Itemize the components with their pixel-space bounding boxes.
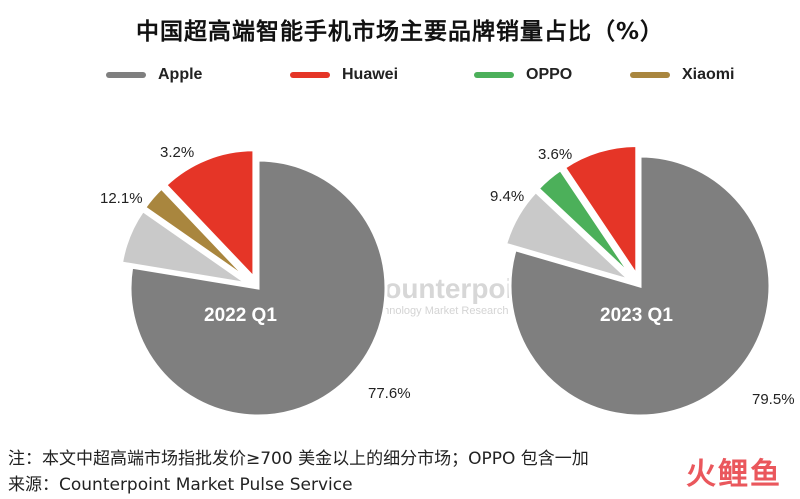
pie-slice-huawei [163, 148, 256, 282]
source-note: 来源：Counterpoint Market Pulse Service [8, 475, 353, 495]
pie-slice-others [503, 189, 632, 282]
pie-slice-apple [128, 158, 388, 418]
legend-label-huawei: Huawei [342, 66, 399, 83]
data-label-apple: 79.5% [752, 391, 795, 408]
legend-swatch-huawei [290, 72, 330, 78]
pie-slice-huawei [562, 143, 639, 281]
legend-swatch-apple [106, 72, 146, 78]
pie-period-label: 2022 Q1 [204, 305, 277, 326]
watermark-tagline: Technology Market Research [366, 305, 508, 317]
legend-label-apple: Apple [158, 66, 203, 83]
legend-item-oppo: OPPO [474, 66, 572, 84]
data-label-huawei: 12.1% [100, 190, 143, 207]
legend: Apple Huawei OPPO Xiaomi [0, 66, 800, 86]
legend-item-xiaomi: Xiaomi [630, 66, 734, 84]
legend-label-xiaomi: Xiaomi [682, 66, 735, 83]
chart-title: 中国超高端智能手机市场主要品牌销量占比（%） [135, 19, 665, 45]
pie-slice-xiaomi [142, 185, 251, 283]
legend-swatch-xiaomi [630, 72, 670, 78]
corner-watermark: 火鲤鱼 [686, 457, 782, 492]
legend-label-oppo: OPPO [526, 66, 573, 83]
data-label-oppo: 3.6% [538, 146, 572, 163]
legend-item-huawei: Huawei [290, 66, 398, 84]
pie-period-label: 2023 Q1 [600, 305, 673, 326]
data-label-huawei: 9.4% [490, 188, 524, 205]
pie-2023-q1: 79.5% 3.6% 9.4% 2023 Q1 [490, 143, 795, 418]
footnote: 注：本文中超高端市场指批发价≥700 美金以上的细分市场；OPPO 包含一加 [8, 449, 589, 469]
data-label-apple: 77.6% [368, 385, 411, 402]
legend-swatch-oppo [474, 72, 514, 78]
data-label-xiaomi: 3.2% [160, 144, 194, 161]
legend-item-apple: Apple [106, 66, 202, 84]
pie-slice-oppo [535, 167, 635, 279]
pie-slice-others [119, 208, 249, 286]
pie-slice-apple [508, 154, 772, 418]
pie-2022-q1: 77.6% 3.2% 12.1% 2022 Q1 [100, 144, 411, 418]
